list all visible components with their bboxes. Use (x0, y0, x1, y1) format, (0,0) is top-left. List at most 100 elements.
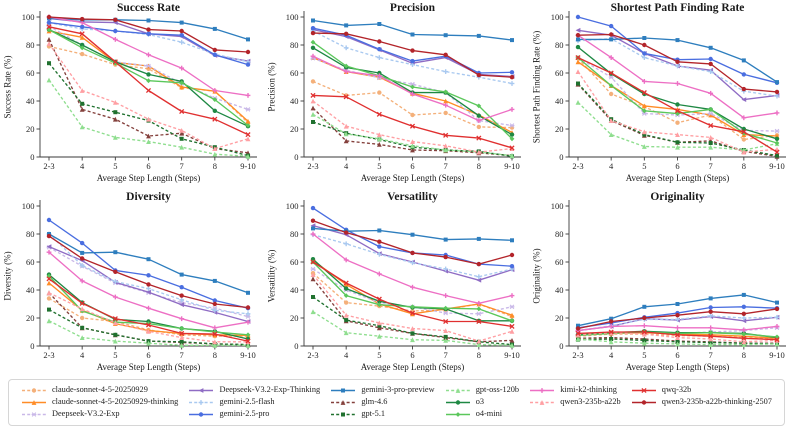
x-axis-label: Average Step Length (Steps) (97, 362, 201, 372)
series-gpt-oss-120b (575, 100, 780, 153)
legend-item-qwq-32b: qwq-32b (631, 386, 772, 395)
legend-swatch-icon (22, 412, 46, 417)
x-tick-label: 8 (741, 161, 745, 171)
legend-swatch-icon (445, 388, 470, 393)
legend-swatch-icon (331, 412, 356, 417)
chart-svg-diversity: Diversity 0 20 40 60 80 100 2-3 4 5 6 7 8 9-10 Average… (3, 191, 257, 372)
chart-svg-shortest-path-finding-rate: Shortest Path Finding Rate 0 20 40 60 80 100 2-… (531, 2, 786, 183)
series-qwq-32b (310, 92, 515, 151)
y-tick-label: 40 (290, 96, 299, 106)
x-tick-label: 7 (444, 350, 448, 360)
y-tick-label: 80 (290, 40, 299, 50)
legend-label: gpt-5.1 (361, 409, 386, 419)
x-tick-label: 7 (180, 161, 184, 171)
y-axis-label: Diversity (%) (3, 251, 13, 300)
y-tick-label: 20 (290, 313, 299, 323)
legend-label: claude-sonnet-4-5-20250929-thinking (52, 397, 179, 407)
x-tick-label: 9-10 (505, 161, 521, 171)
legend-item-o4-mini: o4-mini (445, 410, 519, 419)
series-qwq-32b (46, 24, 251, 138)
series-qwq-32b (575, 55, 780, 155)
chart-svg-success-rate: Success Rate 0 20 40 60 80 100 2-3 4 5 6 7 8 9-10 Aver… (3, 2, 257, 183)
y-tick-label: 0 (30, 152, 34, 162)
x-tick-label: 5 (378, 350, 382, 360)
x-tick-label: 2-3 (572, 161, 583, 171)
y-tick-label: 60 (555, 257, 564, 267)
x-tick-label: 2-3 (43, 350, 54, 360)
chart-title: Versatility (387, 191, 438, 203)
legend-item-Deepseek-V3.2-Exp-Thinking: Deepseek-V3.2-Exp-Thinking (188, 386, 320, 395)
series-kimi-k2-thinking (310, 53, 515, 123)
series-kimi-k2-thinking (575, 323, 780, 333)
legend-swatch-icon (22, 400, 46, 405)
x-tick-label: 9-10 (240, 350, 256, 360)
legend-swatch-icon (189, 388, 214, 393)
x-tick-label: 6 (146, 161, 150, 171)
legend-item-gemini-3-pro-preview: gemini-3-pro-preview (330, 386, 435, 395)
x-tick-label: 8 (213, 161, 217, 171)
chart-title: Precision (390, 2, 436, 14)
x-tick-label: 9-10 (769, 161, 785, 171)
series-gemini-3-pro-preview (575, 292, 779, 328)
chart-versatility: Versatility 0 20 40 60 80 100 2-3 4 5 6 7 8 9-10 Avera… (264, 189, 528, 378)
legend-label: gpt-oss-120b (475, 385, 520, 395)
y-axis-label: Success Rate (%) (3, 56, 13, 119)
x-tick-label: 4 (609, 161, 614, 171)
x-tick-label: 9-10 (240, 161, 256, 171)
x-tick-label: 5 (113, 350, 117, 360)
legend-label: o3 (475, 397, 485, 407)
y-tick-label: 0 (559, 341, 563, 351)
x-tick-label: 8 (477, 350, 481, 360)
x-tick-label: 4 (80, 350, 85, 360)
legend-item-qwen3-235b-a22b-thinking-2507: qwen3-235b-a22b-thinking-2507 (631, 398, 772, 407)
series-gemini-3-pro-preview (311, 226, 515, 243)
x-tick-label: 8 (213, 350, 217, 360)
y-tick-label: 60 (26, 68, 35, 78)
chart-title: Originality (650, 191, 705, 203)
y-tick-label: 40 (555, 96, 564, 106)
y-tick-label: 100 (286, 201, 299, 211)
legend-swatch-icon (631, 400, 656, 405)
series-kimi-k2-thinking (310, 231, 515, 306)
y-tick-label: 100 (550, 201, 563, 211)
x-tick-label: 5 (378, 161, 382, 171)
y-axis-label: Precision (%) (267, 62, 277, 111)
y-tick-label: 0 (295, 341, 299, 351)
chart-precision: Precision 0 20 40 60 80 100 2-3 4 5 6 7 8 9-10 Average… (264, 0, 528, 189)
y-tick-label: 80 (555, 40, 564, 50)
y-tick-label: 60 (26, 257, 35, 267)
x-tick-label: 9-10 (769, 350, 785, 360)
legend-label: glm-4.6 (361, 397, 388, 407)
legend-label: qwen3-235b-a22b (560, 397, 621, 407)
legend-item-gpt-oss-120b: gpt-oss-120b (445, 386, 519, 395)
y-tick-label: 100 (22, 12, 35, 22)
x-axis-label: Average Step Length (Steps) (625, 173, 729, 183)
x-tick-label: 4 (80, 161, 85, 171)
legend-swatch-icon (530, 400, 555, 405)
y-tick-label: 100 (22, 201, 35, 211)
legend-label: gemini-2.5-flash (219, 397, 275, 407)
legend-swatch-icon (331, 388, 356, 393)
series-gpt-oss-120b (310, 309, 515, 348)
series-qwq-32b (310, 259, 515, 329)
y-tick-label: 20 (26, 124, 35, 134)
x-tick-label: 7 (708, 350, 712, 360)
x-tick-label: 7 (444, 161, 448, 171)
x-axis-label: Average Step Length (Steps) (361, 173, 465, 183)
series-gpt-oss-120b (46, 318, 251, 348)
series-qwen3-235b-a22b (310, 272, 515, 344)
legend-item-claude-sonnet-4-5-20250929-thinking: claude-sonnet-4-5-20250929-thinking (21, 398, 178, 407)
chart-success-rate: Success Rate 0 20 40 60 80 100 2-3 4 5 6 7 8 9-10 Aver… (0, 0, 264, 189)
x-tick-label: 6 (411, 350, 415, 360)
y-tick-label: 40 (26, 96, 35, 106)
legend-column-3: gemini-3-pro-preview glm-4.6 gpt-5.1 (330, 386, 435, 419)
y-tick-label: 20 (26, 313, 35, 323)
x-tick-label: 4 (609, 350, 614, 360)
legend-column-2: Deepseek-V3.2-Exp-Thinking gemini-2.5-fla… (188, 386, 320, 419)
x-axis-label: Average Step Length (Steps) (361, 362, 465, 372)
series-qwen3-235b-a22b-thinking-2507 (575, 32, 779, 95)
legend-swatch-icon (189, 412, 214, 417)
legend-label: kimi-k2-thinking (560, 385, 617, 395)
series-kimi-k2-thinking (46, 249, 251, 331)
